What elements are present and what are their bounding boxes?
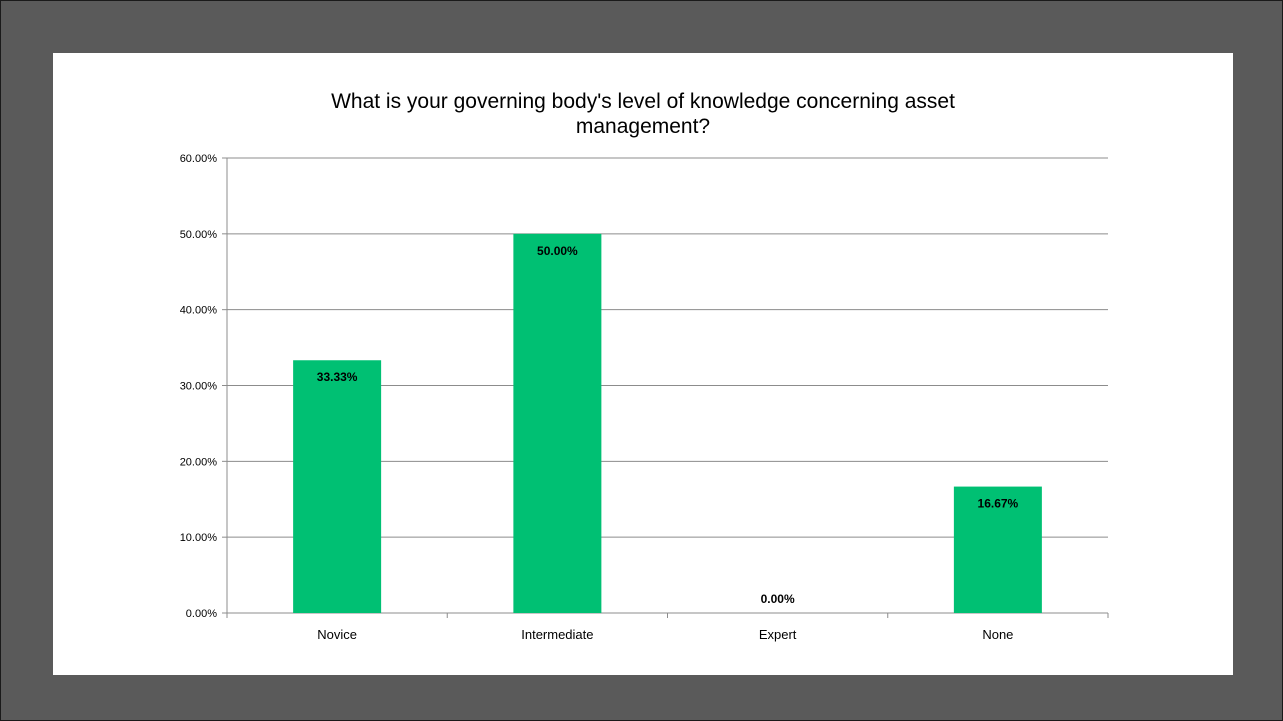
data-label: 33.33% — [317, 370, 358, 384]
x-tick-label: Expert — [759, 627, 797, 642]
bar-chart: 0.00% 10.00% 20.00% 30.00% 40.00% 50.00% 60.00… — [180, 153, 1109, 642]
x-tick-label: Intermediate — [521, 627, 593, 642]
bar — [953, 486, 1042, 613]
bar — [293, 360, 382, 613]
chart-title-line-1: What is your governing body's level of k… — [331, 90, 955, 113]
y-tick-label: 40.00% — [180, 305, 218, 317]
chart-canvas: What is your governing body's level of k… — [53, 53, 1233, 675]
chart-title: What is your governing body's level of k… — [53, 89, 1233, 139]
bar — [513, 233, 602, 614]
data-label: 0.00% — [761, 592, 795, 606]
data-label: 16.67% — [978, 497, 1019, 511]
y-tick-label: 0.00% — [186, 608, 217, 620]
y-tick-label: 50.00% — [180, 229, 218, 241]
data-label: 50.00% — [537, 244, 578, 258]
y-tick-label: 60.00% — [180, 153, 218, 165]
y-tick-label: 10.00% — [180, 532, 218, 544]
y-tick-label: 20.00% — [180, 456, 218, 468]
x-tick-label: None — [982, 627, 1013, 642]
x-tick-label: Novice — [317, 627, 357, 642]
y-tick-label: 30.00% — [180, 381, 218, 393]
chart-title-line-2: management? — [575, 115, 711, 138]
